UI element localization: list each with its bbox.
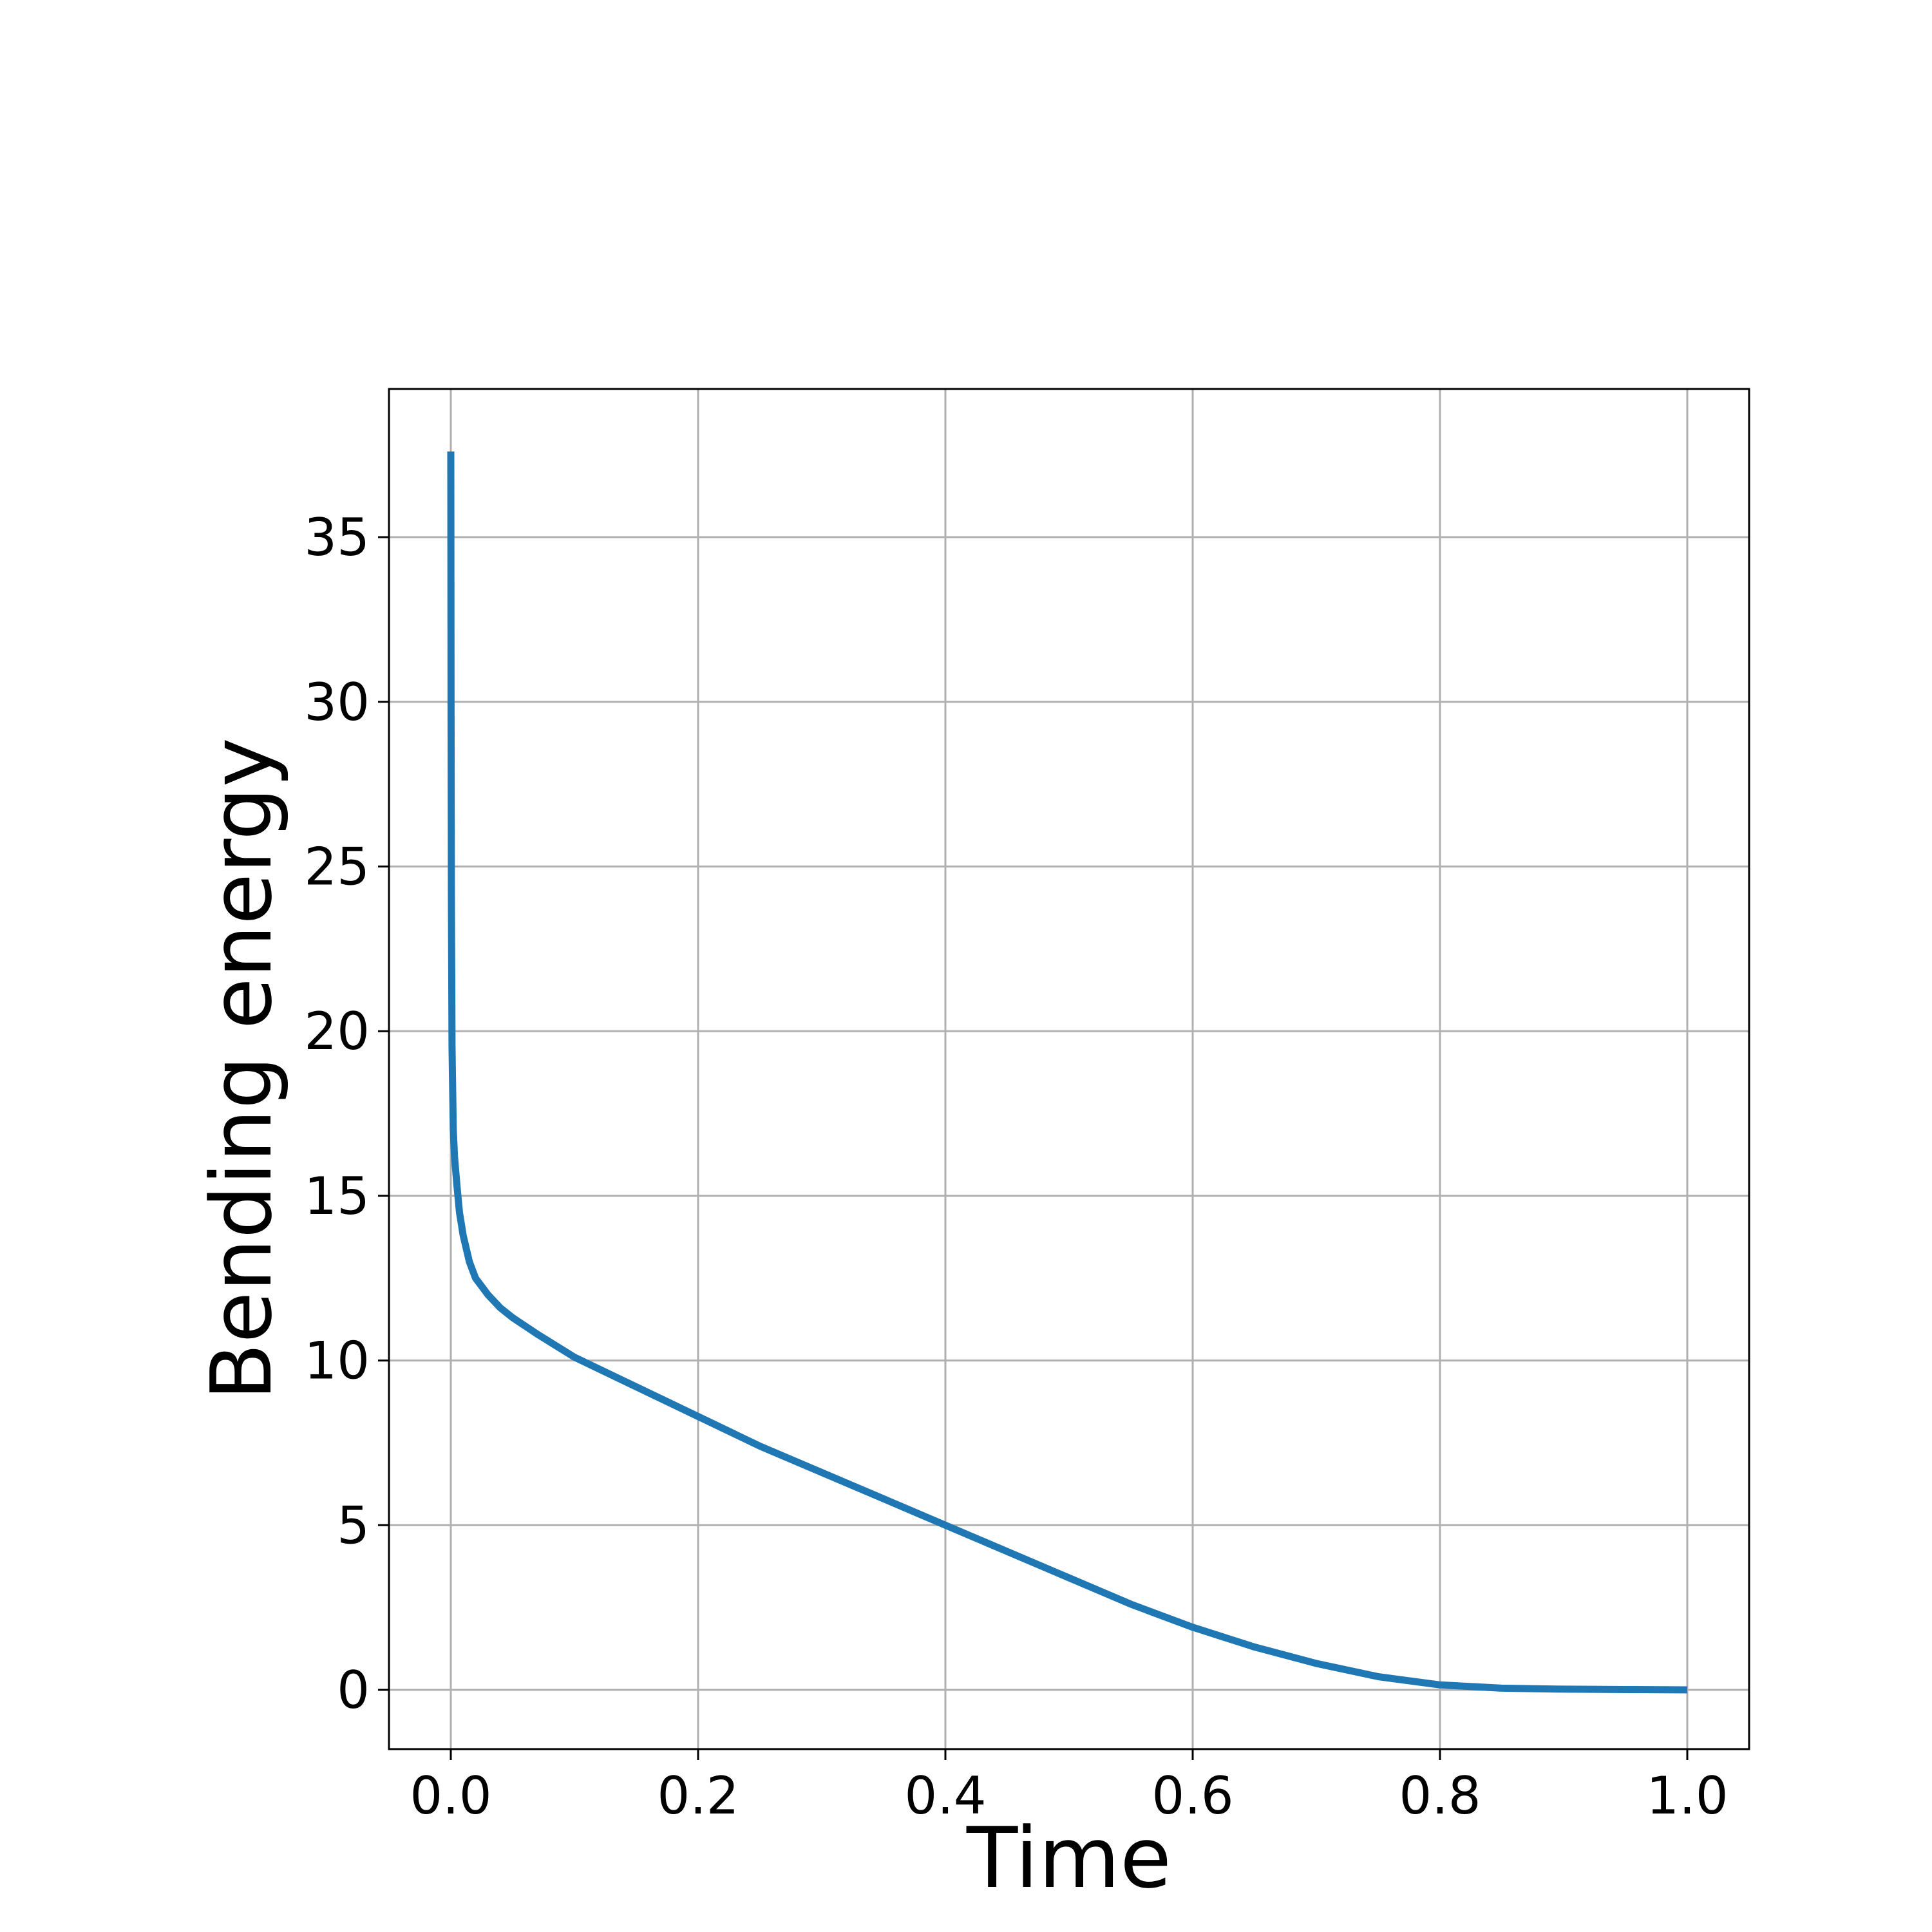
y-tick-label: 25 [304,837,370,897]
x-tick-label: 0.0 [410,1766,491,1826]
y-tick-label: 5 [337,1495,370,1555]
y-tick-label: 0 [337,1660,370,1720]
series-line-0 [447,451,1688,1694]
grid [389,389,1749,1749]
series-layer [447,451,1688,1694]
y-axis-label: Bending energy [193,737,290,1400]
x-tick-label: 0.6 [1151,1766,1233,1826]
axis-ticks: 0.0 0.2 0.4 0.6 0.8 1.0 0 5 10 15 20 25 30 35 [304,507,1728,1826]
x-tick-label: 0.2 [657,1766,739,1826]
x-tick-label: 0.4 [904,1766,986,1826]
plot-frame [388,388,1750,1750]
x-axis-label: Time [966,1809,1171,1907]
y-tick-label: 10 [304,1331,370,1391]
x-tick-label: 1.0 [1646,1766,1728,1826]
y-tick-label: 15 [304,1166,370,1226]
y-tick-label: 30 [304,672,370,732]
y-tick-label: 35 [304,507,370,567]
y-tick-label: 20 [304,1001,370,1061]
x-tick-label: 0.8 [1399,1766,1481,1826]
